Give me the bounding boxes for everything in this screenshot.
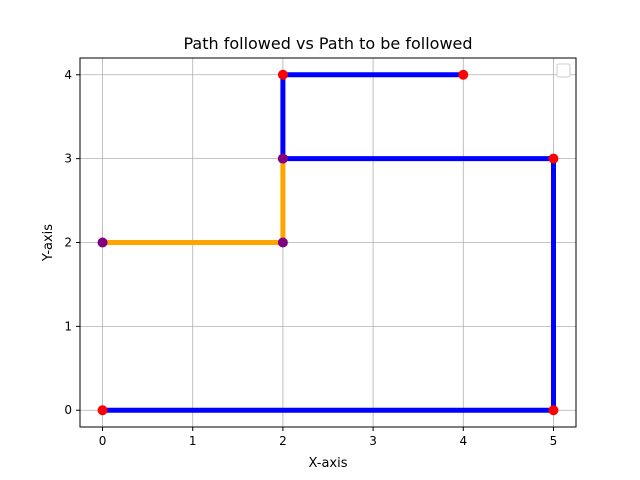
x-tick-label: 3 [369,434,377,448]
x-tick-label: 2 [279,434,287,448]
series-1-point [458,69,469,80]
x-tick-label: 4 [459,434,467,448]
series-1-point [548,153,559,164]
series-1-point [277,69,288,80]
series-layer [97,69,559,416]
series-1-line [102,72,556,413]
y-axis-label: Y-axis [41,224,56,262]
x-tick-label: 0 [99,434,107,448]
series-2-point [97,237,108,248]
series-1-point [97,405,108,416]
chart-title: Path followed vs Path to be followed [183,34,472,53]
y-tick-label: 1 [64,319,72,333]
series-2-point [277,237,288,248]
x-axis-label: X-axis [309,456,348,471]
series-1 [97,69,559,416]
legend [556,63,571,78]
x-tick-label: 5 [550,434,558,448]
y-tick-label: 0 [64,403,72,417]
y-tick-label: 4 [64,68,72,82]
y-tick-label: 3 [64,152,72,166]
series-2 [97,153,288,248]
x-tick-label: 1 [189,434,197,448]
y-tick-label: 2 [64,236,72,250]
series-1-point [548,405,559,416]
series-2-point [277,153,288,164]
ticks: 0 1 2 3 4 5 0 1 2 3 4 [64,68,557,448]
